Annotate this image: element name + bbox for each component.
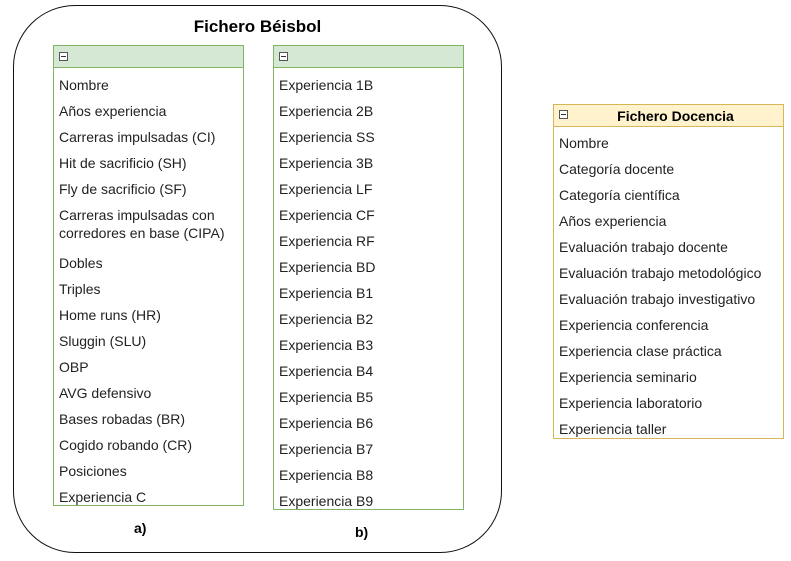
attribute-item: Experiencia B7 (279, 441, 374, 457)
attribute-item: Hit de sacrificio (SH) (59, 155, 187, 171)
attribute-item: Fly de sacrificio (SF) (59, 181, 187, 197)
attribute-item: AVG defensivo (59, 385, 152, 401)
attribute-item: Cogido robando (CR) (59, 437, 193, 453)
attribute-item: Experiencia seminario (559, 369, 697, 385)
attribute-item: Experiencia B5 (279, 389, 374, 405)
caption-b: b) (355, 524, 369, 540)
attribute-item: Experiencia B9 (279, 493, 374, 509)
attribute-item: Home runs (HR) (59, 307, 161, 323)
fichero-docencia-header[interactable]: Fichero Docencia (554, 105, 783, 127)
attribute-item: Años experiencia (59, 103, 167, 119)
attribute-item: OBP (59, 359, 89, 375)
table-a[interactable]: Nombre Años experiencia Carreras impulsa… (53, 45, 244, 506)
fichero-docencia-table[interactable]: Fichero Docencia Nombre Categoría docent… (553, 104, 784, 439)
attribute-item: Nombre (559, 135, 609, 151)
attribute-item: Experiencia clase práctica (559, 343, 722, 359)
attribute-item: Experiencia 3B (279, 155, 374, 171)
attribute-item: Experiencia laboratorio (559, 395, 703, 411)
attribute-item: Experiencia LF (279, 181, 373, 197)
attribute-item: Nombre (59, 77, 109, 93)
attribute-item: Experiencia 1B (279, 77, 374, 93)
attribute-item: Años experiencia (559, 213, 667, 229)
table-b[interactable]: Experiencia 1B Experiencia 2B Experienci… (273, 45, 464, 510)
attribute-item: Sluggin (SLU) (59, 333, 147, 349)
attribute-item: Evaluación trabajo investigativo (559, 291, 756, 307)
attribute-item: Evaluación trabajo metodológico (559, 265, 762, 281)
collapse-icon[interactable] (59, 52, 68, 61)
attribute-item: Bases robadas (BR) (59, 411, 186, 427)
attribute-item: Experiencia 2B (279, 103, 374, 119)
attribute-item: Experiencia B3 (279, 337, 374, 353)
attribute-item: Experiencia B8 (279, 467, 374, 483)
attribute-item: Experiencia SS (279, 129, 375, 145)
attribute-item: Experiencia B1 (279, 285, 374, 301)
attribute-item: Carreras impulsadas con corredores en ba… (59, 207, 225, 241)
attribute-item: Experiencia C (59, 489, 147, 505)
attribute-item: Dobles (59, 255, 103, 271)
fichero-beisbol-title: Fichero Béisbol (193, 17, 322, 36)
attribute-item: Experiencia BD (279, 259, 376, 275)
attribute-item: Carreras impulsadas (CI) (59, 129, 216, 145)
collapse-icon[interactable] (559, 110, 568, 119)
attribute-item: Experiencia conferencia (559, 317, 709, 333)
attribute-item: Posiciones (59, 463, 127, 479)
attribute-item: Experiencia CF (279, 207, 375, 223)
attribute-item: Categoría docente (559, 161, 675, 177)
attribute-item: Categoría científica (559, 187, 680, 203)
fichero-docencia-title: Fichero Docencia (617, 108, 734, 124)
attribute-item: Experiencia B2 (279, 311, 374, 327)
attribute-item: Experiencia RF (279, 233, 375, 249)
attribute-item: Experiencia taller (559, 421, 667, 437)
attribute-item: Experiencia B4 (279, 363, 374, 379)
table-a-header[interactable] (54, 46, 243, 68)
attribute-item: Experiencia B6 (279, 415, 374, 431)
attribute-item: Triples (59, 281, 101, 297)
collapse-icon[interactable] (279, 52, 288, 61)
caption-a: a) (134, 520, 147, 536)
attribute-item: Evaluación trabajo docente (559, 239, 728, 255)
table-b-header[interactable] (274, 46, 463, 68)
